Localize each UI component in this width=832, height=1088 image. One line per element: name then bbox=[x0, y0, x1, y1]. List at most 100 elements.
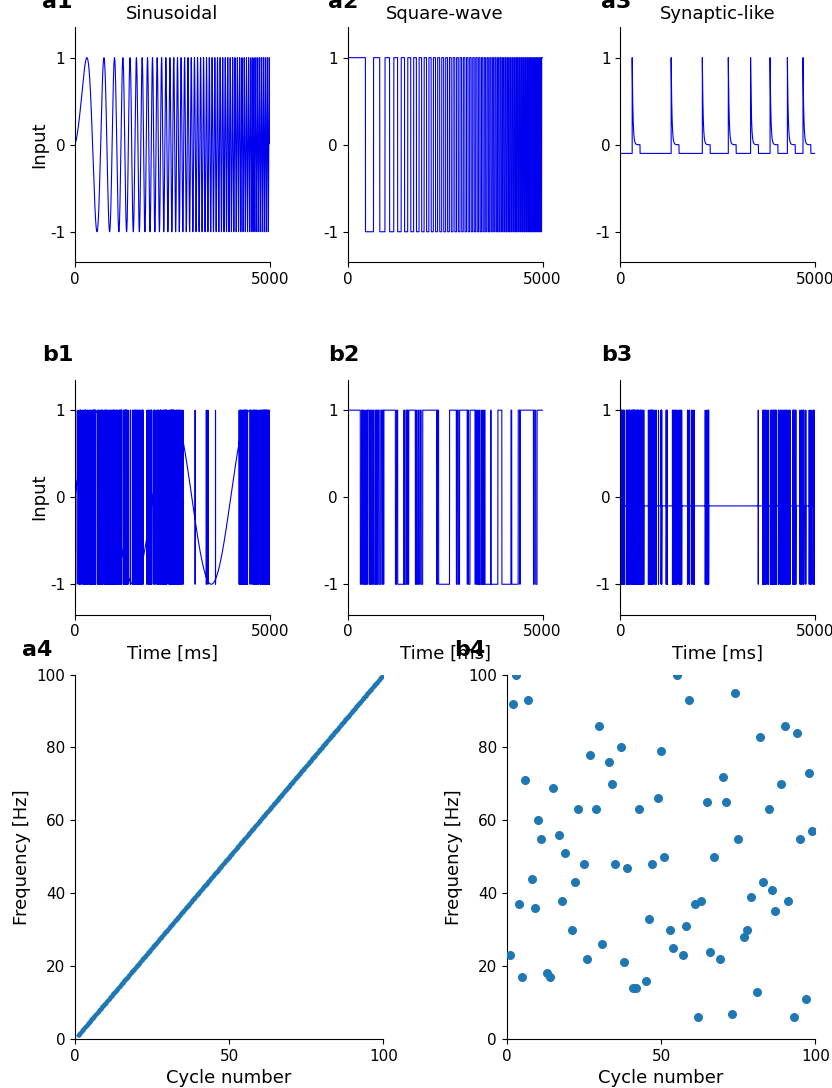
Point bbox=[290, 768, 304, 786]
Point bbox=[327, 725, 340, 742]
Point bbox=[670, 666, 683, 683]
Point bbox=[263, 801, 276, 818]
Point bbox=[169, 912, 182, 929]
Point bbox=[356, 691, 369, 708]
Point bbox=[666, 939, 680, 956]
Point bbox=[226, 843, 240, 861]
Point bbox=[181, 898, 194, 915]
Point bbox=[185, 893, 198, 911]
Point bbox=[372, 671, 385, 689]
Point bbox=[120, 969, 133, 987]
Point bbox=[138, 948, 151, 965]
Point bbox=[259, 805, 272, 823]
Point bbox=[301, 755, 314, 772]
Point bbox=[750, 982, 764, 1000]
Point bbox=[295, 762, 309, 779]
Point bbox=[224, 846, 237, 864]
Point bbox=[369, 675, 383, 692]
Point bbox=[285, 775, 298, 792]
X-axis label: Time [ms]: Time [ms] bbox=[672, 645, 764, 663]
Point bbox=[518, 771, 532, 789]
Point bbox=[355, 691, 369, 708]
Point bbox=[275, 786, 289, 803]
Point bbox=[177, 902, 191, 919]
Point bbox=[655, 742, 668, 759]
Point bbox=[83, 1012, 97, 1029]
Point bbox=[199, 876, 212, 893]
Point bbox=[239, 829, 252, 846]
Point bbox=[352, 695, 365, 713]
Point bbox=[522, 691, 535, 708]
Point bbox=[87, 1009, 100, 1026]
Point bbox=[353, 694, 366, 712]
Point bbox=[220, 850, 234, 867]
Point bbox=[370, 673, 384, 691]
Point bbox=[695, 892, 708, 910]
Point bbox=[516, 968, 529, 986]
Point bbox=[149, 935, 162, 952]
Point bbox=[192, 883, 206, 901]
Point bbox=[95, 999, 108, 1016]
Point bbox=[176, 904, 189, 922]
Point bbox=[252, 813, 265, 830]
Point bbox=[354, 693, 367, 710]
Point bbox=[113, 977, 126, 994]
Point bbox=[335, 715, 349, 732]
Point bbox=[104, 988, 117, 1005]
Point bbox=[333, 718, 346, 735]
Point bbox=[340, 708, 354, 726]
Point bbox=[175, 904, 188, 922]
Point bbox=[114, 976, 127, 993]
Point bbox=[203, 871, 216, 889]
Point bbox=[642, 910, 656, 927]
Point bbox=[79, 1018, 92, 1036]
Point bbox=[336, 714, 349, 731]
Point bbox=[239, 829, 252, 846]
Point bbox=[374, 669, 388, 687]
Point bbox=[118, 970, 131, 988]
Point bbox=[367, 678, 380, 695]
Point bbox=[74, 1023, 87, 1040]
Point bbox=[257, 807, 270, 825]
Point bbox=[765, 881, 779, 899]
Point bbox=[534, 830, 547, 848]
Point bbox=[170, 911, 183, 928]
Point bbox=[357, 689, 370, 706]
Point bbox=[364, 680, 378, 697]
Point bbox=[338, 713, 351, 730]
Point bbox=[375, 667, 389, 684]
Point bbox=[112, 978, 126, 996]
Point bbox=[314, 740, 328, 757]
Point bbox=[190, 887, 203, 904]
Point bbox=[704, 943, 717, 961]
Point bbox=[805, 823, 819, 840]
Point bbox=[691, 1009, 705, 1026]
Point bbox=[218, 854, 231, 871]
Point bbox=[377, 666, 390, 683]
Point bbox=[164, 917, 177, 935]
Point bbox=[115, 975, 128, 992]
Point bbox=[209, 864, 222, 881]
Point bbox=[155, 928, 168, 945]
Text: a2: a2 bbox=[328, 0, 359, 12]
Point bbox=[230, 840, 243, 857]
Point bbox=[605, 775, 618, 792]
Point bbox=[334, 717, 347, 734]
Point bbox=[196, 880, 209, 898]
Point bbox=[330, 721, 344, 739]
Point bbox=[270, 792, 284, 809]
Point bbox=[262, 802, 275, 819]
Point bbox=[793, 830, 806, 848]
Point bbox=[82, 1014, 95, 1031]
Point bbox=[108, 984, 121, 1001]
Point bbox=[336, 715, 349, 732]
Point bbox=[334, 717, 347, 734]
Point bbox=[234, 834, 247, 852]
Y-axis label: Frequency [Hz]: Frequency [Hz] bbox=[444, 789, 463, 925]
Point bbox=[160, 922, 173, 939]
Point bbox=[265, 799, 278, 816]
Point bbox=[682, 691, 696, 708]
Point bbox=[559, 844, 572, 862]
Point bbox=[131, 956, 145, 974]
Point bbox=[196, 879, 210, 897]
